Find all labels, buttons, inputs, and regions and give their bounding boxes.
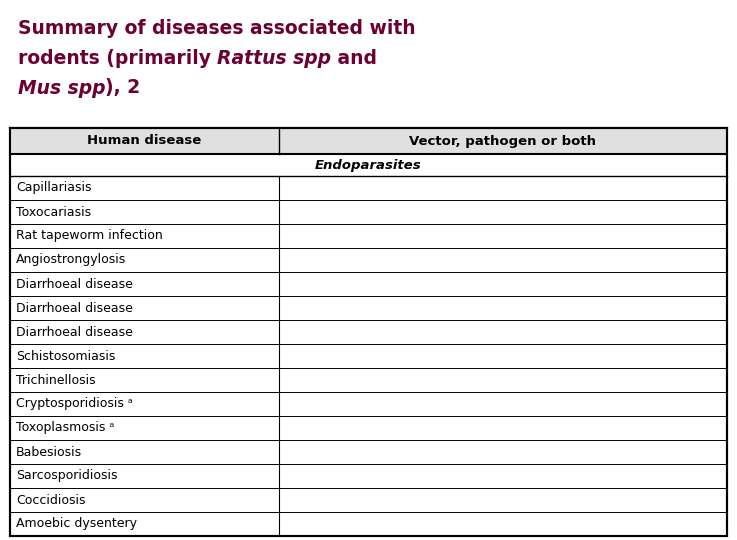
Text: Vector, pathogen or both: Vector, pathogen or both xyxy=(410,134,596,147)
Text: E. Histolytica and E. muris: E. Histolytica and E. muris xyxy=(415,517,579,530)
Text: and: and xyxy=(332,49,377,68)
Text: spp.: spp. xyxy=(343,181,374,194)
Text: Sarcocystis: Sarcocystis xyxy=(285,469,356,483)
Text: Babesia: Babesia xyxy=(285,446,335,458)
Text: Babesiosis: Babesiosis xyxy=(16,446,82,458)
Text: Diarrhoeal disease: Diarrhoeal disease xyxy=(16,326,133,339)
Text: spp.): spp.) xyxy=(394,494,429,507)
Text: spp.: spp. xyxy=(349,374,379,387)
Text: Trichinellosis: Trichinellosis xyxy=(16,374,96,387)
Text: ), 2: ), 2 xyxy=(105,78,141,98)
Text: Trichuris: Trichuris xyxy=(285,278,338,291)
Text: spp.: spp. xyxy=(356,469,386,483)
Text: spp.: spp. xyxy=(341,206,371,219)
Text: Diarrhoeal disease: Diarrhoeal disease xyxy=(16,301,133,314)
Text: spp.(e.g: spp.(e.g xyxy=(356,517,415,530)
Text: Entamoeba: Entamoeba xyxy=(285,517,356,530)
Text: Toxocariasis: Toxocariasis xyxy=(16,206,91,219)
Text: spp: spp xyxy=(371,253,398,267)
Text: Rattus spp: Rattus spp xyxy=(217,49,332,68)
Text: Diarrhoeal disease: Diarrhoeal disease xyxy=(16,278,133,291)
Text: Amoebic dysentery: Amoebic dysentery xyxy=(16,517,137,530)
Text: Trichinella: Trichinella xyxy=(285,374,349,387)
Text: rodents (primarily: rodents (primarily xyxy=(18,49,217,68)
Text: spp.: spp. xyxy=(326,326,356,339)
Text: C. parvum: C. parvum xyxy=(285,397,349,410)
Text: Toxocara: Toxocara xyxy=(285,206,341,219)
Text: Coccidia (: Coccidia ( xyxy=(285,494,346,507)
Text: Angiostrongylosis: Angiostrongylosis xyxy=(16,253,126,267)
Text: Strongyloidea: Strongyloidea xyxy=(285,253,371,267)
Text: Rat tapeworm infection: Rat tapeworm infection xyxy=(16,230,163,242)
Text: Hymenolepis: Hymenolepis xyxy=(285,301,366,314)
Text: Capillariasis: Capillariasis xyxy=(16,181,91,194)
Text: spp.: spp. xyxy=(338,278,368,291)
Text: spp.: spp. xyxy=(335,446,365,458)
Text: Hymenolepis nana: Hymenolepis nana xyxy=(285,230,401,242)
Text: T. gondii: T. gondii xyxy=(285,422,338,435)
Text: Endoparasites: Endoparasites xyxy=(315,159,422,172)
Text: Summary of diseases associated with: Summary of diseases associated with xyxy=(18,18,416,37)
Text: Eimeria: Eimeria xyxy=(346,494,394,507)
Text: Coccidiosis: Coccidiosis xyxy=(16,494,85,507)
Text: Sarcosporidiosis: Sarcosporidiosis xyxy=(16,469,117,483)
Text: ): ) xyxy=(579,517,584,530)
Text: spp.: spp. xyxy=(364,349,394,362)
Text: Cryptosporidiosis ᵃ: Cryptosporidiosis ᵃ xyxy=(16,397,133,410)
Text: Human disease: Human disease xyxy=(87,134,201,147)
Text: Taenia: Taenia xyxy=(285,326,326,339)
Text: Toxoplasmosis ᵃ: Toxoplasmosis ᵃ xyxy=(16,422,114,435)
Text: Mus spp: Mus spp xyxy=(18,78,105,98)
Text: Schistosomiasis: Schistosomiasis xyxy=(16,349,116,362)
Text: Schistosoma: Schistosoma xyxy=(285,349,364,362)
Text: Capillaria: Capillaria xyxy=(285,181,343,194)
Text: spp.: spp. xyxy=(366,301,397,314)
